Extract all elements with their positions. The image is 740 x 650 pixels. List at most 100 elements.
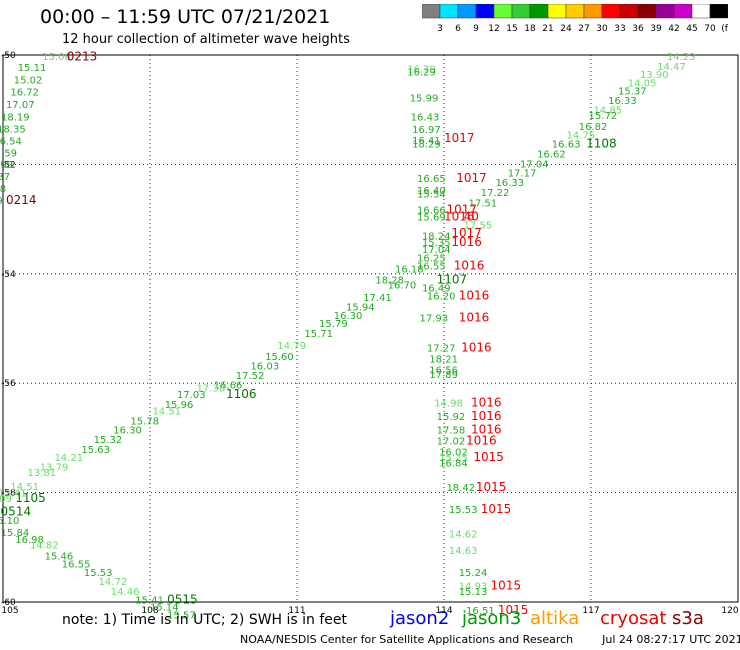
- wave-height-label: 15.53: [84, 568, 113, 579]
- pass-time-label: 1016: [466, 434, 497, 448]
- pass-time-label: 1017: [444, 131, 475, 145]
- scale-label: 6: [455, 24, 461, 34]
- pass-time-label: 1016: [459, 311, 490, 325]
- wave-height-label: 16.84: [439, 459, 468, 470]
- wave-height-label: 15.35: [422, 238, 451, 249]
- wave-height-label: 16.33: [608, 96, 637, 107]
- wave-height-label: 15.60: [265, 352, 294, 363]
- scale-label: 3: [437, 24, 443, 34]
- wave-height-label: 15.94: [346, 303, 375, 314]
- wave-height-label: 15.53: [449, 505, 478, 516]
- satellite-legend-cryosat: cryosat: [600, 608, 667, 629]
- generated-timestamp: Jul 24 08:27:17 UTC 2021: [602, 633, 740, 646]
- longitude-tick-label: 114: [435, 606, 452, 616]
- satellite-legend-altika: altika: [530, 608, 580, 629]
- wave-height-label: 17.41: [363, 293, 392, 304]
- wave-height-label: 18.28: [375, 275, 404, 286]
- pass-time-label: 1017: [451, 226, 482, 240]
- wave-height-label: 14.93: [459, 582, 488, 593]
- pass-time-label: 1107: [437, 272, 468, 286]
- wave-height-label: 19.37: [0, 172, 10, 183]
- wave-height-label: 14.62: [449, 530, 478, 541]
- wave-height-label: 15.11: [18, 63, 47, 74]
- pass-time-label: 1015: [498, 603, 529, 617]
- pass-time-label: 1015: [476, 480, 507, 494]
- satellite-legend-s3a: s3a: [672, 608, 704, 629]
- wave-height-label: 13.81: [28, 468, 57, 479]
- longitude-tick-label: 120: [721, 606, 738, 616]
- scale-label: 30: [596, 24, 608, 34]
- pass-time-label: 0515: [167, 592, 198, 606]
- pass-time-label: 1016: [444, 209, 475, 223]
- latitude-tick-label: -54: [1, 270, 16, 280]
- page-subtitle: 12 hour collection of altimeter wave hei…: [62, 32, 350, 47]
- pass-time-label: 0214: [6, 193, 37, 207]
- scale-label: 33: [614, 24, 625, 34]
- satellite-legend-jason3: jason3: [462, 608, 522, 629]
- wave-height-label: 15.69: [417, 212, 446, 223]
- scale-swatch: [709, 4, 728, 19]
- wave-height-label: 18.35: [0, 124, 26, 135]
- axis-tick-labels: 105 108 111 114 117 120 -50 -52 -54 -56 -58 -60: [1, 51, 739, 616]
- wave-height-label: 14.63: [449, 546, 478, 557]
- wave-height-label: 14.75: [567, 130, 596, 141]
- wave-height-label: 16.49: [422, 283, 451, 294]
- wave-height-label: 15.71: [304, 329, 333, 340]
- latitude-tick-label: -60: [1, 598, 16, 608]
- scale-label: 27: [578, 24, 589, 34]
- wave-height-label: 14.47: [657, 62, 686, 73]
- wave-height-label: 17.02: [437, 437, 466, 448]
- wave-height-label: 16.56: [429, 366, 458, 377]
- wave-height-label: 17.52: [236, 371, 265, 382]
- wave-height-label: 15.57: [167, 611, 196, 622]
- wave-height-label: 16.66: [214, 380, 243, 391]
- wave-height-label: 17.27: [427, 344, 456, 355]
- wave-height-label: 14.79: [277, 341, 306, 352]
- wave-height-label: 16.55: [62, 560, 91, 571]
- wave-height-label: 14.51: [10, 482, 39, 493]
- wave-height-label: 15.79: [319, 319, 348, 330]
- latitude-tick-label: -52: [1, 160, 16, 170]
- scale-label: 18: [524, 24, 536, 34]
- wave-height-label: 17.07: [6, 100, 35, 111]
- map-grid: [2, 54, 739, 603]
- pass-time-label: 0514: [1, 505, 32, 519]
- pass-time-label: 1016: [451, 235, 482, 249]
- wave-height-label: 13.41: [0, 489, 27, 500]
- pass-time-label: 1015: [473, 450, 504, 464]
- page-title: 00:00 – 11:59 UTC 07/21/2021: [40, 6, 331, 28]
- pass-time-label: 1015: [491, 579, 522, 593]
- wave-height-label: 17.59: [0, 148, 17, 159]
- pass-time-label: 1016: [461, 341, 492, 355]
- wave-height-label: 14.05: [628, 78, 657, 89]
- wave-height-label: 17.03: [177, 390, 206, 401]
- wave-height-label: 17.22: [481, 188, 510, 199]
- wave-height-label: 17.04: [520, 159, 549, 170]
- wave-height-label: 16.65: [417, 174, 446, 185]
- wave-height-label: 16.29: [407, 67, 436, 78]
- wave-height-label: 15.41: [135, 595, 164, 606]
- scale-label: (ft): [721, 24, 728, 34]
- wave-height-label: 15.54: [417, 189, 446, 200]
- wave-height-label: 14.82: [30, 541, 59, 552]
- wave-height-label: 15.99: [410, 94, 439, 105]
- wave-height-label: 17.04: [422, 245, 451, 256]
- wave-height-label: 16.25: [417, 253, 446, 264]
- wave-height-label: 17.55: [464, 221, 493, 232]
- wave-height-label: 16.40: [417, 186, 446, 197]
- pass-time-label: 1108: [586, 137, 617, 151]
- pass-time-label: 1017: [456, 171, 487, 185]
- units-note: note: 1) Time is in UTC; 2) SWH is in fe…: [62, 612, 348, 628]
- wave-height-label: 16.10: [0, 516, 19, 527]
- wave-height-label: 16.66: [417, 205, 446, 216]
- wave-height-label: 12.09: [0, 494, 12, 505]
- wave-height-label: 16.33: [495, 178, 524, 189]
- wave-height-label: 16.62: [537, 149, 566, 160]
- wave-height-label: 16.41: [412, 136, 441, 147]
- wave-height-label: 16.30: [334, 311, 363, 322]
- pass-time-label: 1016: [471, 409, 502, 423]
- wave-height-label: 16.54: [0, 136, 22, 147]
- wave-height-label: 15.32: [94, 435, 123, 446]
